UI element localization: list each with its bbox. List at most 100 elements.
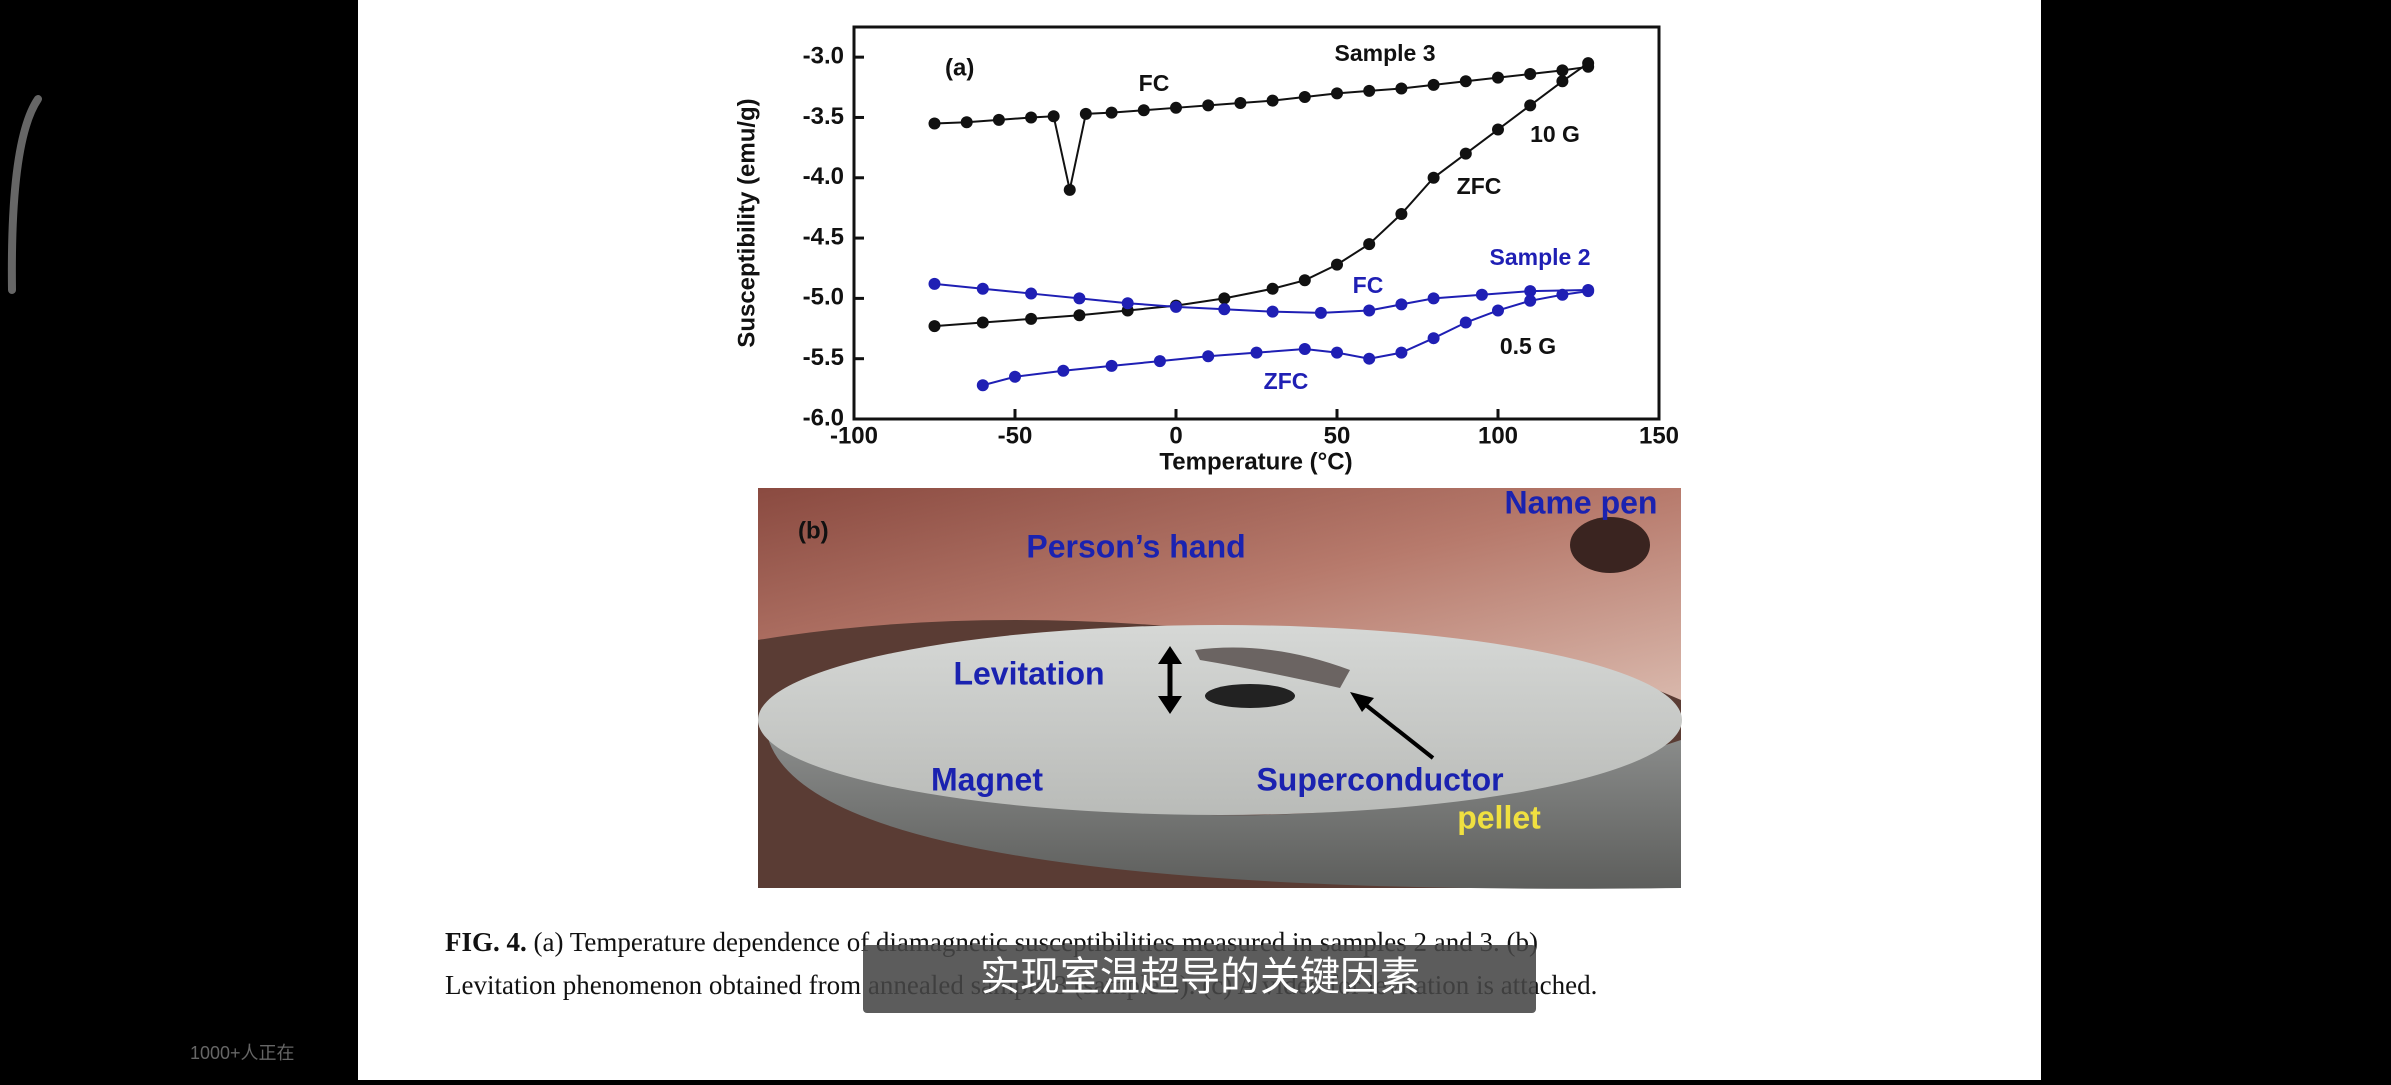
data-point bbox=[928, 320, 941, 333]
x-tick-label: -100 bbox=[830, 422, 878, 449]
data-point bbox=[992, 113, 1005, 126]
y-tick-label: -6.0 bbox=[803, 404, 844, 431]
data-point bbox=[1009, 370, 1021, 383]
data-point bbox=[1395, 82, 1408, 95]
subtitle: 实现室温超导的关键因素 bbox=[980, 954, 1420, 1000]
data-point bbox=[1202, 99, 1215, 112]
data-point bbox=[928, 117, 941, 130]
y-tick-label: -5.5 bbox=[803, 344, 844, 371]
y-tick-label: -5.0 bbox=[803, 284, 844, 311]
data-point bbox=[1218, 303, 1231, 316]
data-point bbox=[1057, 364, 1070, 377]
annotation: ZFC bbox=[1264, 368, 1309, 394]
data-point bbox=[1170, 101, 1182, 114]
data-point bbox=[976, 316, 989, 329]
y-tick-label: -4.5 bbox=[803, 223, 844, 250]
magnet-side bbox=[765, 720, 1681, 889]
annotation: ZFC bbox=[1457, 173, 1502, 199]
x-tick-label: 50 bbox=[1324, 422, 1351, 449]
data-point bbox=[1266, 282, 1279, 295]
data-point bbox=[1427, 292, 1440, 305]
data-point bbox=[1556, 75, 1569, 88]
viewer-count: 1000+人正在 bbox=[190, 1043, 295, 1063]
annotation: 10 G bbox=[1530, 121, 1580, 147]
data-point bbox=[1105, 106, 1118, 119]
data-point bbox=[1298, 90, 1311, 103]
data-point bbox=[1298, 274, 1311, 287]
data-point bbox=[1427, 171, 1440, 184]
annotation: Sample 2 bbox=[1490, 244, 1591, 270]
y-tick-label: -3.5 bbox=[803, 103, 844, 130]
data-point bbox=[1331, 87, 1343, 100]
data-point bbox=[1331, 346, 1343, 359]
data-point bbox=[1202, 350, 1215, 363]
data-point bbox=[1492, 71, 1504, 84]
data-point bbox=[1556, 64, 1569, 77]
photo-label: Name pen bbox=[1505, 484, 1658, 520]
data-point bbox=[1266, 94, 1279, 107]
pellet-shape bbox=[1195, 647, 1350, 688]
data-point bbox=[1582, 285, 1595, 298]
data-point bbox=[1105, 359, 1118, 372]
data-point bbox=[1025, 312, 1038, 325]
x-axis-label: Temperature (°C) bbox=[1159, 448, 1352, 475]
data-point bbox=[1459, 316, 1472, 329]
data-point bbox=[1047, 110, 1060, 123]
annotation: FC bbox=[1139, 70, 1170, 96]
annotation: FC bbox=[1353, 272, 1384, 298]
data-point bbox=[1395, 207, 1408, 220]
data-point bbox=[1459, 147, 1472, 160]
data-point bbox=[976, 379, 989, 392]
data-point bbox=[1298, 343, 1311, 356]
data-point bbox=[1459, 75, 1472, 88]
panel-label: (a) bbox=[945, 54, 974, 81]
data-point bbox=[1395, 346, 1408, 359]
data-point bbox=[1137, 104, 1150, 117]
data-point bbox=[928, 277, 941, 290]
data-point bbox=[1582, 57, 1595, 70]
pen bbox=[1570, 517, 1650, 573]
data-point bbox=[1524, 68, 1537, 81]
pointer-arrow bbox=[1360, 700, 1435, 760]
data-point bbox=[1218, 292, 1231, 305]
data-point bbox=[960, 116, 973, 129]
arrow-heads bbox=[1158, 646, 1182, 714]
data-point bbox=[1073, 309, 1086, 322]
series-line bbox=[934, 62, 1589, 328]
chart-a: (a) Temperature (°C) Susceptibility (emu… bbox=[733, 25, 1679, 475]
photo-label: pellet bbox=[1457, 799, 1541, 835]
photo-label: Superconductor bbox=[1256, 761, 1503, 797]
x-tick-label: -50 bbox=[998, 422, 1033, 449]
data-point bbox=[1234, 96, 1247, 109]
data-point bbox=[1153, 355, 1166, 368]
y-tick-label: -3.0 bbox=[803, 42, 844, 69]
data-point bbox=[1427, 78, 1440, 91]
data-point bbox=[1063, 183, 1076, 196]
x-tick-label: 150 bbox=[1639, 422, 1679, 449]
data-point bbox=[1556, 288, 1569, 301]
data-point bbox=[1073, 292, 1086, 305]
data-point bbox=[1395, 298, 1408, 311]
data-point bbox=[1492, 304, 1504, 317]
data-point bbox=[1025, 287, 1038, 300]
data-point bbox=[1025, 111, 1038, 124]
data-point bbox=[1121, 297, 1134, 310]
data-point bbox=[1363, 84, 1376, 97]
data-point bbox=[1314, 306, 1327, 319]
data-point bbox=[1524, 99, 1537, 112]
y-tick-label: -4.0 bbox=[803, 163, 844, 190]
data-point bbox=[1266, 305, 1279, 318]
pointer-head bbox=[1350, 692, 1374, 712]
data-point bbox=[1331, 258, 1343, 271]
data-point bbox=[1250, 346, 1263, 359]
annotation: 0.5 G bbox=[1500, 333, 1556, 359]
subtitle-box bbox=[863, 945, 1536, 1013]
data-point bbox=[976, 282, 989, 295]
shadow bbox=[1205, 684, 1295, 708]
side-handle bbox=[7, 95, 42, 294]
data-point bbox=[1475, 288, 1488, 301]
photo-label: Levitation bbox=[953, 655, 1104, 691]
data-point bbox=[1524, 294, 1537, 307]
photo-b: (b) Person’s hand Name pen Levitation Ma… bbox=[758, 484, 1682, 889]
